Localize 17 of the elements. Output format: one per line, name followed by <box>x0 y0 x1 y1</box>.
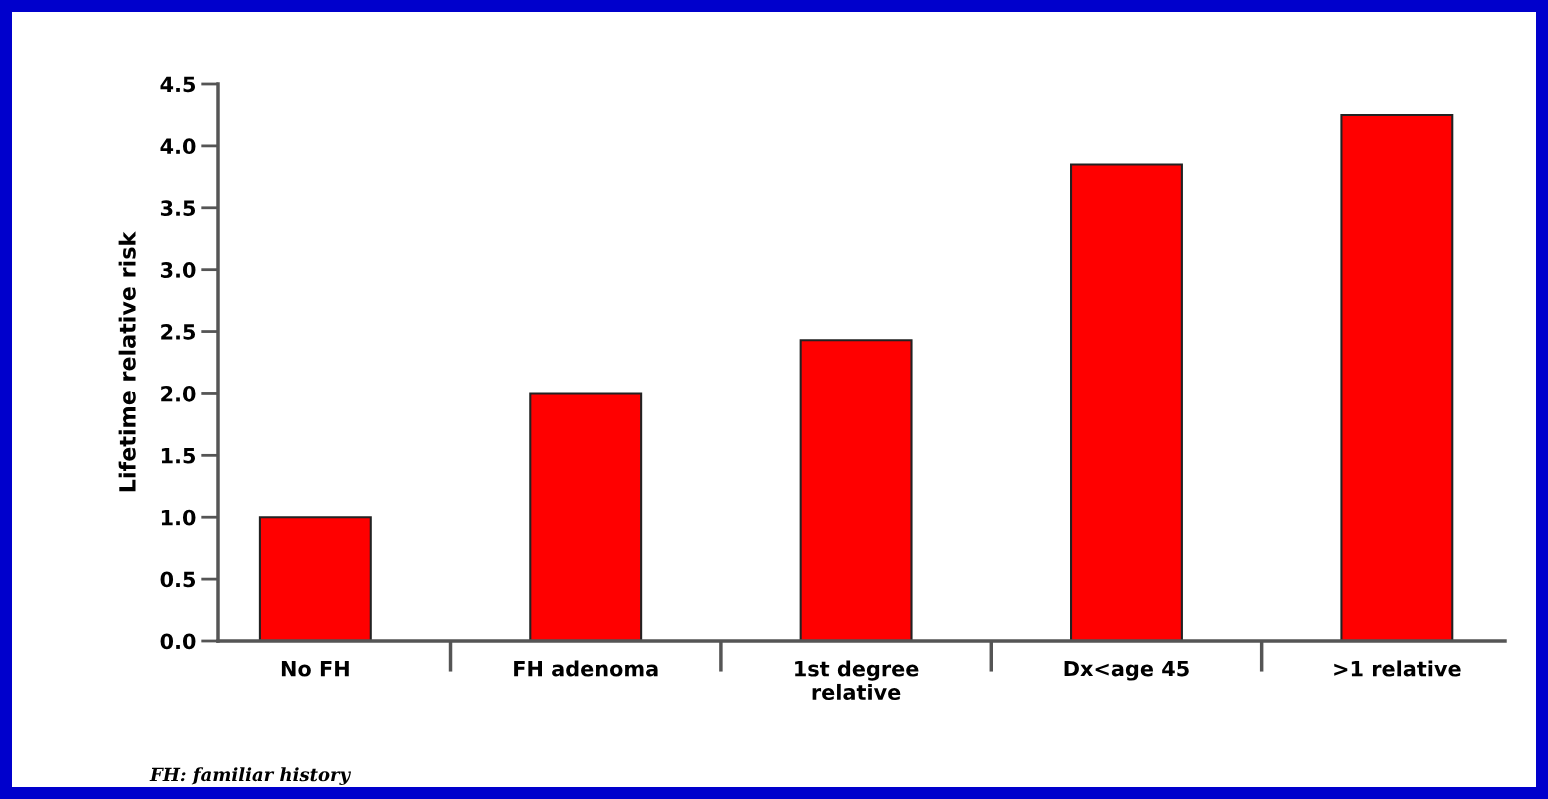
y-tick-label: 4.5 <box>160 76 196 93</box>
x-tick-label: FH adenoma <box>514 660 658 677</box>
y-tick-label: 2.5 <box>161 324 196 340</box>
y-tick-label: 2.0 <box>161 385 196 402</box>
y-tick-label: 1.5 <box>161 448 196 464</box>
y-tick-label: 3.0 <box>160 262 196 278</box>
y-tick-label: 4.0 <box>160 138 196 155</box>
y-tick-label: 0.5 <box>160 571 196 588</box>
x-tick-label: No FH <box>281 661 349 677</box>
y-axis-title: Lifetime relative risk <box>118 231 136 492</box>
x-tick-label: >1 relative <box>1334 660 1461 677</box>
x-tick-label: 1st degree relative <box>795 660 919 701</box>
y-tick-label: 1.0 <box>161 509 196 526</box>
x-tick-label: Dx<age 45 <box>1064 660 1189 681</box>
y-tick-label: 3.5 <box>160 200 196 216</box>
y-tick-label: 0.0 <box>160 633 196 650</box>
text: FH: familiar history <box>149 767 352 785</box>
